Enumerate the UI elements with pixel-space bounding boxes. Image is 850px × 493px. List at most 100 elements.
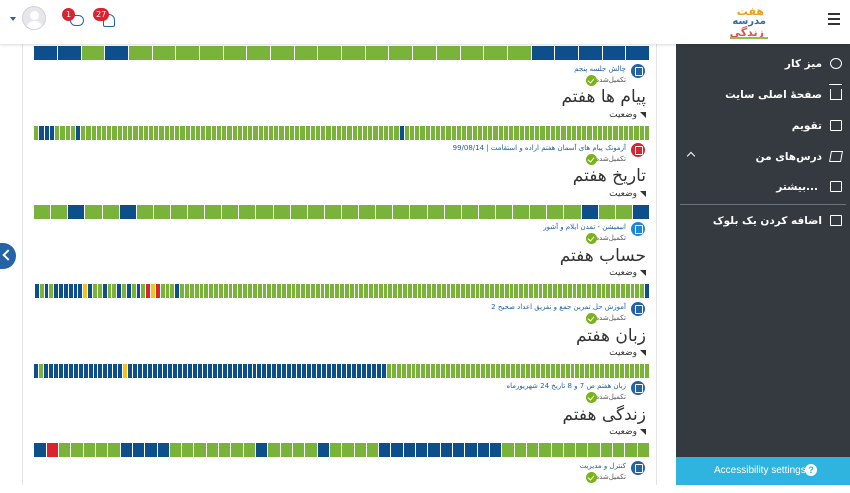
- progress-segment-complete[interactable]: [581, 284, 587, 298]
- progress-segment-incomplete[interactable]: [33, 284, 39, 298]
- progress-segment-complete[interactable]: [361, 126, 368, 140]
- progress-segment-complete[interactable]: [319, 284, 325, 298]
- progress-segment-complete[interactable]: [633, 126, 639, 140]
- progress-segment-complete[interactable]: [440, 364, 446, 378]
- progress-segment-complete[interactable]: [377, 284, 383, 298]
- progress-segment-incomplete[interactable]: [157, 364, 163, 378]
- progress-segment-failed[interactable]: [145, 284, 151, 298]
- status-toggle[interactable]: وضعیت: [609, 348, 646, 358]
- progress-segment-incomplete[interactable]: [152, 364, 158, 378]
- progress-segment-complete[interactable]: [450, 284, 456, 298]
- site-logo[interactable]: هفت مدرسه زندگی: [728, 3, 770, 41]
- progress-segment-complete[interactable]: [476, 126, 482, 140]
- progress-segment-complete[interactable]: [304, 126, 310, 140]
- progress-segment-complete[interactable]: [474, 284, 480, 298]
- progress-segment-complete[interactable]: [542, 284, 548, 298]
- progress-segment-complete[interactable]: [477, 205, 496, 219]
- progress-segment-incomplete[interactable]: [176, 364, 182, 378]
- progress-segment-incomplete[interactable]: [82, 364, 88, 378]
- progress-segment-complete[interactable]: [549, 126, 556, 140]
- chevron-up-icon[interactable]: [686, 151, 696, 161]
- progress-segment-complete[interactable]: [586, 126, 592, 140]
- progress-segment-incomplete[interactable]: [251, 364, 257, 378]
- progress-segment-complete[interactable]: [435, 126, 441, 140]
- progress-segment-complete[interactable]: [523, 284, 528, 298]
- progress-segment-complete[interactable]: [406, 284, 412, 298]
- progress-segment-complete[interactable]: [163, 126, 169, 140]
- progress-segment-incomplete[interactable]: [340, 364, 346, 378]
- progress-segment-complete[interactable]: [325, 126, 331, 140]
- progress-segment-complete[interactable]: [509, 364, 515, 378]
- progress-segment-complete[interactable]: [306, 205, 324, 219]
- progress-segment-complete[interactable]: [479, 284, 485, 298]
- progress-segment-complete[interactable]: [455, 284, 461, 298]
- progress-segment-complete[interactable]: [624, 284, 630, 298]
- progress-segment-complete[interactable]: [602, 126, 608, 140]
- progress-segment-complete[interactable]: [283, 126, 289, 140]
- progress-segment-complete[interactable]: [445, 126, 451, 140]
- progress-segment-complete[interactable]: [587, 443, 600, 457]
- progress-segment-complete[interactable]: [512, 205, 530, 219]
- progress-segment-complete[interactable]: [506, 46, 531, 60]
- progress-segment-complete[interactable]: [175, 46, 199, 60]
- progress-segment-complete[interactable]: [127, 126, 133, 140]
- progress-segment-incomplete[interactable]: [172, 364, 177, 378]
- progress-segment-complete[interactable]: [324, 284, 330, 298]
- progress-segment-complete[interactable]: [508, 126, 514, 140]
- progress-segment-complete[interactable]: [405, 364, 411, 378]
- progress-segment-incomplete[interactable]: [52, 364, 58, 378]
- progress-segment-incomplete[interactable]: [196, 364, 202, 378]
- progress-segment-complete[interactable]: [80, 126, 86, 140]
- progress-segment-complete[interactable]: [425, 364, 431, 378]
- progress-segment-incomplete[interactable]: [137, 364, 143, 378]
- progress-segment-incomplete[interactable]: [144, 443, 157, 457]
- progress-segment-complete[interactable]: [596, 126, 603, 140]
- progress-segment-complete[interactable]: [504, 364, 510, 378]
- progress-segment-complete[interactable]: [50, 205, 68, 219]
- progress-segment-incomplete[interactable]: [67, 205, 85, 219]
- progress-segment-incomplete[interactable]: [67, 284, 73, 298]
- progress-segment-complete[interactable]: [267, 443, 280, 457]
- progress-segment-incomplete[interactable]: [32, 364, 38, 378]
- activity-item[interactable]: کنترل و مدیریت تکمیل‌شده: [46, 461, 646, 493]
- progress-segment-complete[interactable]: [414, 126, 420, 140]
- progress-segment-complete[interactable]: [130, 284, 136, 298]
- progress-segment-complete[interactable]: [305, 284, 310, 298]
- progress-segment-complete[interactable]: [58, 443, 71, 457]
- progress-segment-complete[interactable]: [159, 284, 165, 298]
- progress-segment-incomplete[interactable]: [580, 205, 598, 219]
- progress-segment-complete[interactable]: [372, 284, 378, 298]
- progress-segment-incomplete[interactable]: [201, 364, 207, 378]
- progress-segment-complete[interactable]: [609, 364, 615, 378]
- progress-segment-incomplete[interactable]: [331, 364, 336, 378]
- progress-segment-complete[interactable]: [544, 364, 550, 378]
- progress-segment-complete[interactable]: [341, 126, 347, 140]
- progress-segment-complete[interactable]: [222, 284, 228, 298]
- progress-segment-incomplete[interactable]: [132, 364, 138, 378]
- progress-segment-complete[interactable]: [556, 284, 562, 298]
- progress-segment-complete[interactable]: [513, 284, 519, 298]
- progress-segment-complete[interactable]: [419, 126, 425, 140]
- progress-segment-complete[interactable]: [317, 46, 342, 60]
- progress-segment-incomplete[interactable]: [53, 284, 59, 298]
- progress-segment-complete[interactable]: [320, 126, 326, 140]
- progress-segment-incomplete[interactable]: [321, 364, 327, 378]
- progress-segment-incomplete[interactable]: [56, 46, 81, 60]
- progress-segment-complete[interactable]: [238, 205, 256, 219]
- progress-segment-incomplete[interactable]: [281, 364, 287, 378]
- progress-segment-complete[interactable]: [564, 364, 570, 378]
- progress-segment-complete[interactable]: [288, 126, 295, 140]
- progress-segment-complete[interactable]: [408, 126, 415, 140]
- progress-segment-complete[interactable]: [469, 284, 475, 298]
- progress-segment-complete[interactable]: [575, 126, 582, 140]
- progress-segment-incomplete[interactable]: [167, 364, 172, 378]
- progress-segment-complete[interactable]: [443, 205, 461, 219]
- progress-segment-complete[interactable]: [188, 284, 194, 298]
- progress-segment-complete[interactable]: [470, 364, 476, 378]
- progress-segment-incomplete[interactable]: [554, 46, 578, 60]
- progress-segment-complete[interactable]: [256, 284, 262, 298]
- activity-name[interactable]: آموزش حل تمرین جمع و تفریق اعداد صحیح 2: [491, 303, 626, 311]
- progress-segment-complete[interactable]: [460, 205, 478, 219]
- progress-segment-incomplete[interactable]: [226, 364, 232, 378]
- progress-segment-complete[interactable]: [270, 46, 294, 60]
